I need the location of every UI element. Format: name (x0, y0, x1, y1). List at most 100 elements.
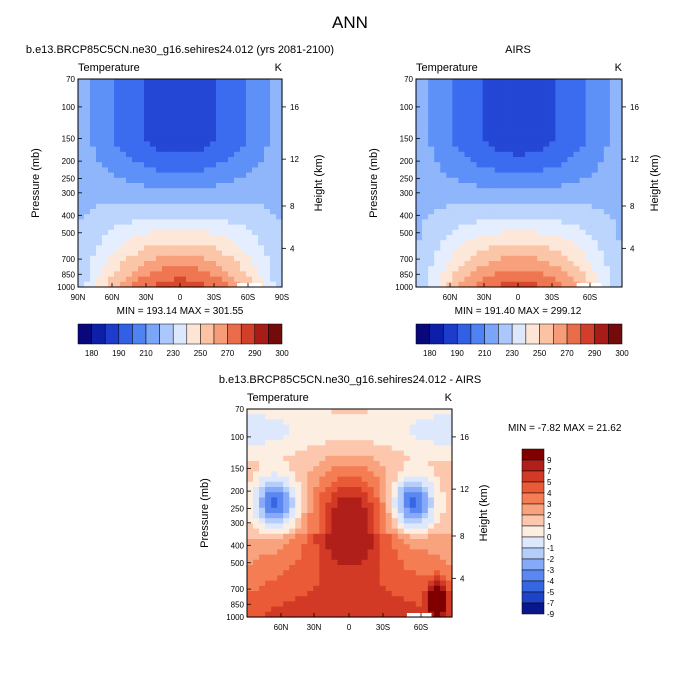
contour-cell (222, 271, 229, 278)
contour-cell (228, 261, 235, 267)
contour-cell (403, 502, 411, 509)
contour-cell (325, 513, 333, 519)
contour-cell (132, 240, 139, 246)
contour-cell (90, 266, 97, 272)
contour-cell (609, 136, 617, 142)
contour-cell (343, 450, 351, 457)
contour-cell (204, 99, 211, 106)
contour-cell (361, 518, 369, 524)
contour-cell (253, 471, 260, 478)
contour-cell (277, 461, 284, 467)
contour-cell (373, 455, 381, 462)
contour-cell (331, 596, 339, 602)
contour-cell (174, 99, 181, 106)
contour-cell (367, 481, 375, 488)
contour-cell (234, 250, 241, 257)
contour-cell (84, 157, 91, 163)
contour-cell (434, 110, 441, 116)
contour-cell (573, 110, 581, 116)
contour-cell (331, 419, 339, 426)
contour-cell (276, 198, 283, 205)
contour-cell (276, 183, 283, 189)
colorbar-swatch (254, 323, 269, 345)
contour-cell (439, 549, 447, 556)
contour-cell (397, 601, 405, 608)
contour-cell (355, 606, 363, 613)
contour-cell (144, 177, 151, 184)
contour-cell (234, 271, 241, 278)
contour-cell (162, 193, 169, 200)
contour-cell (325, 409, 333, 415)
contour-cell (234, 235, 241, 241)
contour-cell (464, 250, 472, 257)
contour-cell (216, 281, 223, 288)
contour-cell (445, 487, 453, 493)
contour-cell (114, 203, 121, 210)
contour-cell (579, 209, 587, 215)
contour-cell (247, 596, 254, 602)
contour-cell (421, 518, 429, 524)
contour-cell (283, 611, 290, 618)
contour-cell (373, 450, 381, 457)
contour-cell (397, 409, 405, 415)
colorbar-label: 250 (533, 349, 547, 358)
contour-cell (307, 481, 314, 488)
contour-cell (591, 203, 599, 210)
contour-cell (452, 198, 460, 205)
contour-cell (512, 255, 520, 262)
contour-cell (464, 105, 472, 111)
contour-cell (349, 492, 357, 498)
contour-cell (277, 492, 284, 498)
contour-cell (84, 281, 91, 288)
contour-cell (186, 266, 193, 272)
contour-cell (531, 167, 538, 174)
contour-cell (132, 198, 139, 205)
contour-cell (422, 110, 429, 116)
contour-cell (265, 565, 272, 571)
contour-cell (264, 255, 271, 262)
contour-cell (258, 177, 265, 184)
contour-cell (277, 575, 284, 582)
contour-cell (108, 136, 115, 142)
contour-cell (246, 172, 253, 179)
contour-cell (192, 89, 199, 96)
contour-cell (537, 162, 544, 168)
contour-cell (615, 250, 623, 257)
contour-cell (277, 455, 284, 462)
contour-cell (277, 533, 284, 540)
contour-cell (295, 554, 302, 561)
contour-cell (555, 177, 563, 184)
contour-cell (174, 183, 181, 189)
contour-cell (96, 89, 103, 96)
contour-cell (434, 240, 441, 246)
contour-cell (585, 240, 593, 246)
contour-cell (102, 219, 109, 226)
contour-cell (337, 497, 345, 504)
contour-cell (325, 450, 333, 457)
contour-cell (428, 94, 435, 101)
contour-cell (567, 183, 575, 189)
contour-cell (512, 110, 520, 116)
contour-cell (603, 250, 611, 257)
contour-cell (270, 266, 277, 272)
contour-cell (102, 224, 109, 231)
contour-cell (433, 580, 441, 587)
contour-cell (264, 141, 271, 148)
contour-cell (458, 105, 466, 111)
contour-cell (301, 481, 308, 488)
contour-cell (555, 120, 563, 127)
contour-cell (259, 513, 266, 519)
contour-cell (422, 146, 429, 153)
contour-cell (440, 198, 447, 205)
contour-cell (289, 523, 296, 530)
colorbar-swatch (118, 323, 133, 345)
colorbar-swatch (521, 481, 545, 494)
y-axis-label: Pressure (mb) (368, 148, 380, 218)
contour-cell (192, 146, 199, 153)
colorbar-label: 3 (547, 500, 552, 509)
contour-cell (271, 549, 278, 556)
contour-cell (409, 440, 417, 446)
contour-cell (464, 235, 472, 241)
contour-cell (228, 94, 235, 101)
contour-cell (90, 146, 97, 153)
